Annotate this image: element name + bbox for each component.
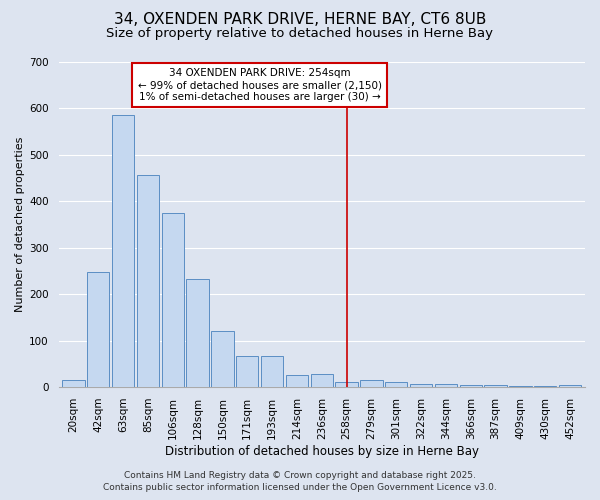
Bar [286,374,308,387]
Bar [236,356,259,387]
Bar [559,385,581,387]
Bar [484,385,507,387]
Bar [311,374,333,387]
X-axis label: Distribution of detached houses by size in Herne Bay: Distribution of detached houses by size … [165,444,479,458]
Bar [112,115,134,387]
Bar [534,386,556,387]
Bar [385,382,407,387]
Y-axis label: Number of detached properties: Number of detached properties [15,136,25,312]
Text: 34 OXENDEN PARK DRIVE: 254sqm
← 99% of detached houses are smaller (2,150)
1% of: 34 OXENDEN PARK DRIVE: 254sqm ← 99% of d… [137,68,382,102]
Bar [335,382,358,387]
Bar [161,212,184,387]
Text: Contains HM Land Registry data © Crown copyright and database right 2025.
Contai: Contains HM Land Registry data © Crown c… [103,471,497,492]
Text: Size of property relative to detached houses in Herne Bay: Size of property relative to detached ho… [107,28,493,40]
Bar [211,332,233,387]
Bar [62,380,85,387]
Text: 34, OXENDEN PARK DRIVE, HERNE BAY, CT6 8UB: 34, OXENDEN PARK DRIVE, HERNE BAY, CT6 8… [114,12,486,28]
Bar [360,380,383,387]
Bar [261,356,283,387]
Bar [509,386,532,387]
Bar [137,175,159,387]
Bar [187,278,209,387]
Bar [410,384,432,387]
Bar [87,272,109,387]
Bar [460,385,482,387]
Bar [435,384,457,387]
